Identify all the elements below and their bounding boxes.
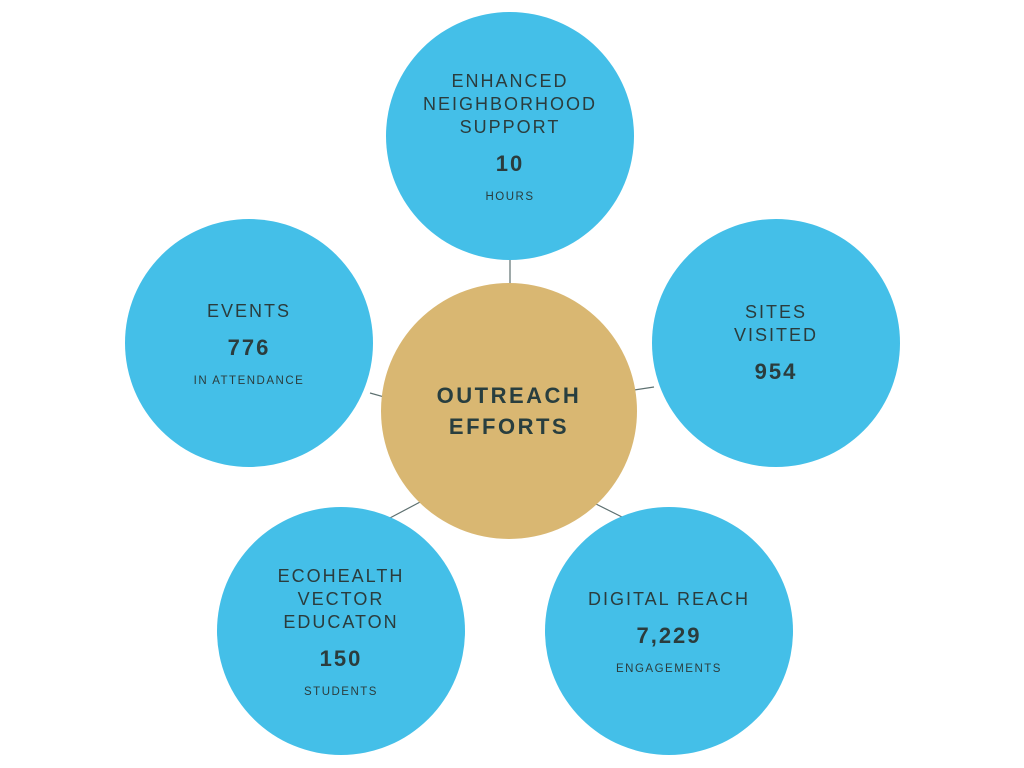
node-title: DIGITAL REACH bbox=[587, 588, 751, 609]
node-unit: HOURS bbox=[485, 190, 535, 203]
connector-bottom-right bbox=[595, 503, 623, 518]
center-title: OUTREACH EFFORTS bbox=[436, 383, 582, 439]
node-neighborhood-support: ENHANCED NEIGHBORHOOD SUPPORT 10 HOURS bbox=[386, 12, 634, 260]
node-value: 7,229 bbox=[636, 622, 702, 648]
node-value: 150 bbox=[319, 645, 363, 671]
node-value: 10 bbox=[495, 150, 525, 176]
node-unit: STUDENTS bbox=[304, 685, 378, 698]
connector-right bbox=[633, 386, 655, 391]
node-digital-reach: DIGITAL REACH 7,229 ENGAGEMENTS bbox=[545, 507, 793, 755]
connector-bottom-left bbox=[387, 500, 423, 520]
node-title: EVENTS bbox=[206, 300, 292, 321]
center-node-outreach-efforts: OUTREACH EFFORTS bbox=[381, 283, 637, 539]
node-unit: ENGAGEMENTS bbox=[616, 662, 722, 675]
node-value: 776 bbox=[227, 334, 271, 360]
node-value: 954 bbox=[754, 359, 798, 384]
node-ecohealth-education: ECOHEALTH VECTOR EDUCATON 150 STUDENTS bbox=[217, 507, 465, 755]
node-title: SITES VISITED bbox=[733, 302, 818, 345]
node-events: EVENTS 776 IN ATTENDANCE bbox=[125, 219, 373, 467]
node-unit: IN ATTENDANCE bbox=[193, 374, 305, 387]
node-title: ENHANCED NEIGHBORHOOD SUPPORT bbox=[422, 70, 597, 137]
node-title: ECOHEALTH VECTOR EDUCATON bbox=[277, 565, 405, 632]
node-sites-visited: SITES VISITED 954 bbox=[652, 219, 900, 467]
